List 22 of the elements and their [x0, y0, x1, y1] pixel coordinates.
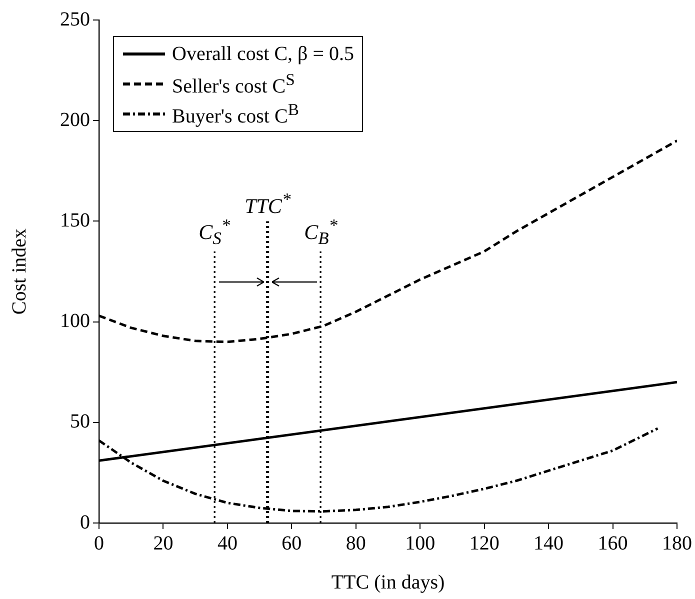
x-tick-label: 140: [534, 532, 564, 554]
x-tick-label: 60: [282, 532, 302, 554]
y-axis-title: Cost index: [8, 228, 30, 315]
x-axis-title: TTC (in days): [331, 571, 445, 594]
y-tick-label: 150: [60, 209, 90, 232]
y-tick-label: 0: [80, 511, 90, 534]
legend-label: Seller's cost C$^{S}$: [172, 70, 295, 98]
x-tick-label: 120: [469, 532, 500, 554]
ref-line-label: TTC$^{*}$: [244, 189, 291, 220]
y-tick-label: 200: [60, 108, 90, 131]
y-tick-label: 100: [60, 310, 90, 332]
x-tick-label: 80: [346, 532, 366, 554]
y-tick-label: 250: [60, 8, 90, 30]
x-tick-label: 100: [405, 532, 436, 554]
x-tick-label: 20: [153, 532, 174, 554]
legend-label: Buyer's cost C$^{B}$: [172, 100, 299, 128]
x-tick-label: 0: [94, 532, 104, 554]
y-tick-label: 50: [70, 410, 90, 433]
x-tick-label: 180: [662, 532, 692, 554]
x-tick-label: 40: [217, 532, 238, 554]
x-tick-label: 160: [598, 532, 628, 554]
legend-label: Overall cost C, β = 0.5: [172, 42, 354, 66]
